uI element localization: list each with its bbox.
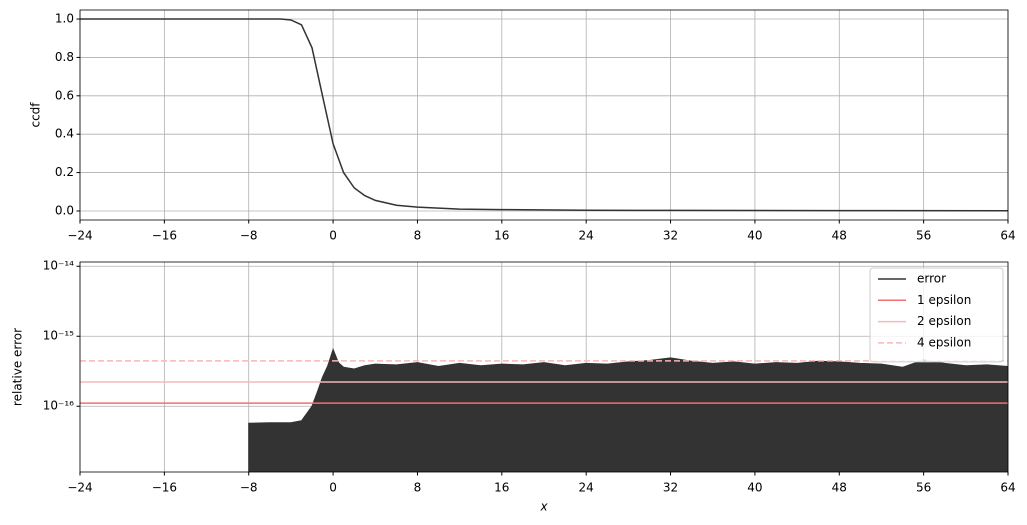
x-tick-label: 40 (747, 481, 762, 495)
y-axis-label: relative error (11, 328, 25, 406)
x-tick-label: 16 (494, 481, 509, 495)
x-tick-label: 40 (747, 229, 762, 243)
error-area (248, 347, 1008, 472)
x-tick-label: −24 (67, 229, 92, 243)
x-tick-label: −8 (240, 229, 258, 243)
x-tick-label: −16 (152, 481, 177, 495)
y-tick-label: 10⁻¹⁴ (43, 259, 74, 273)
series-line (80, 18, 1008, 212)
y-axis-label: ccdf (29, 102, 43, 128)
legend-label: error (917, 272, 946, 286)
x-tick-label: 48 (832, 229, 847, 243)
axes-frame (79, 9, 1009, 221)
x-tick-label: 64 (1000, 229, 1015, 243)
x-tick-label: 48 (832, 481, 847, 495)
y-tick-label: 0.2 (55, 165, 74, 179)
x-tick-label: 56 (916, 229, 931, 243)
y-tick-label: 0.4 (55, 127, 74, 141)
x-tick-label: 16 (494, 229, 509, 243)
x-tick-label: 32 (663, 229, 678, 243)
y-tick-label: 0.8 (55, 50, 74, 64)
legend-label: 2 epsilon (917, 314, 971, 328)
x-tick-label: 32 (663, 481, 678, 495)
y-tick-label: 0.6 (55, 88, 74, 102)
x-tick-label: −16 (152, 229, 177, 243)
y-tick-label: 1.0 (55, 12, 74, 26)
x-tick-label: 0 (329, 481, 337, 495)
legend-box (869, 267, 1004, 363)
x-tick-label: 8 (414, 229, 422, 243)
x-tick-label: 8 (414, 481, 422, 495)
x-tick-label: −24 (67, 481, 92, 495)
y-tick-label: 0.0 (55, 203, 74, 217)
y-tick-label: 10⁻¹⁶ (43, 399, 74, 413)
legend-label: 4 epsilon (917, 335, 971, 349)
legend-label: 1 epsilon (917, 293, 971, 307)
x-tick-label: 0 (329, 229, 337, 243)
axes-frame (79, 261, 1009, 473)
y-tick-label: 10⁻¹⁵ (43, 329, 74, 343)
x-tick-label: 56 (916, 481, 931, 495)
x-axis-label: x (539, 500, 548, 514)
x-tick-label: 24 (579, 229, 594, 243)
x-tick-label: 24 (579, 481, 594, 495)
x-tick-label: −8 (240, 481, 258, 495)
x-tick-label: 64 (1000, 481, 1015, 495)
